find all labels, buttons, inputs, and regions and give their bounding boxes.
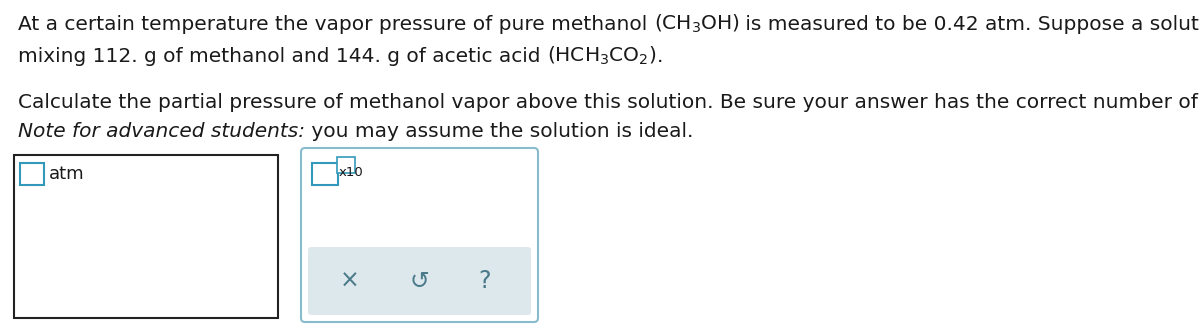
Text: you may assume the solution is ideal.: you may assume the solution is ideal. bbox=[305, 122, 694, 141]
Text: At a certain temperature the vapor pressure of pure methanol: At a certain temperature the vapor press… bbox=[18, 15, 654, 34]
Bar bbox=[20, 163, 44, 185]
Text: atm: atm bbox=[49, 165, 85, 183]
Bar bbox=[14, 155, 278, 318]
FancyBboxPatch shape bbox=[308, 247, 530, 315]
Text: x10: x10 bbox=[340, 167, 364, 179]
Text: .: . bbox=[656, 47, 662, 66]
Bar bbox=[312, 163, 338, 185]
Text: ×: × bbox=[340, 269, 360, 293]
Text: mixing 112. g of methanol and 144. g of acetic acid: mixing 112. g of methanol and 144. g of … bbox=[18, 47, 547, 66]
Text: ↺: ↺ bbox=[409, 269, 430, 293]
Text: $\mathdefault{(HCH_3CO_2)}$: $\mathdefault{(HCH_3CO_2)}$ bbox=[547, 45, 656, 67]
Text: ?: ? bbox=[479, 269, 491, 293]
FancyBboxPatch shape bbox=[301, 148, 538, 322]
Text: Note for advanced students:: Note for advanced students: bbox=[18, 122, 305, 141]
Text: is measured to be 0.42 atm. Suppose a solution is prepared by: is measured to be 0.42 atm. Suppose a so… bbox=[739, 15, 1200, 34]
Bar bbox=[337, 157, 355, 173]
Text: $\mathdefault{(CH_3OH)}$: $\mathdefault{(CH_3OH)}$ bbox=[654, 13, 739, 35]
Text: Calculate the partial pressure of methanol vapor above this solution. Be sure yo: Calculate the partial pressure of methan… bbox=[18, 93, 1200, 112]
